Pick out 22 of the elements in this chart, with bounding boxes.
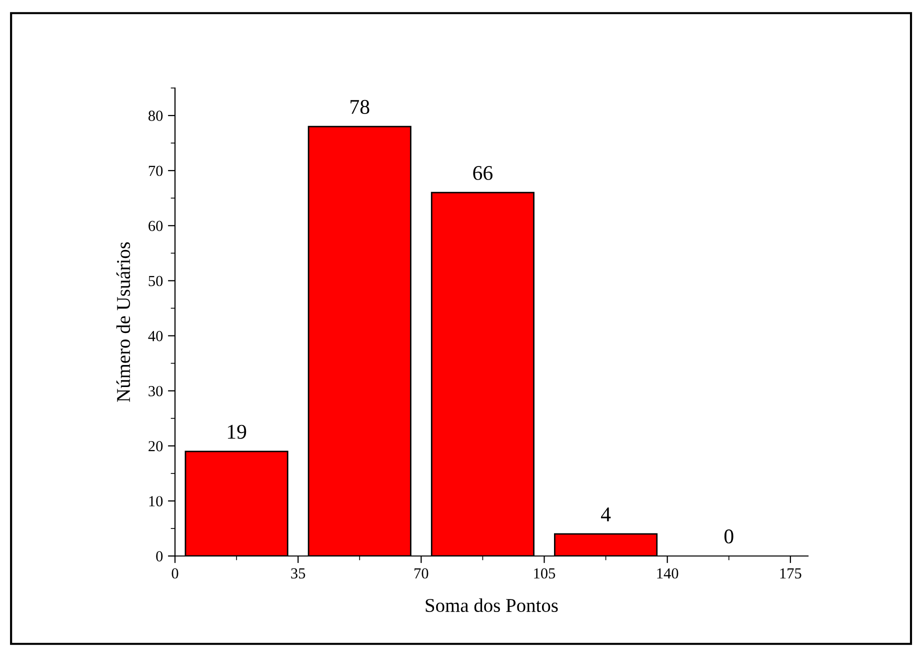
y-tick-label: 30 xyxy=(148,386,163,396)
x-tick-label: 140 xyxy=(657,568,678,579)
x-tick-label: 175 xyxy=(780,568,802,579)
x-tick-label: 0 xyxy=(172,568,178,579)
x-tick-label: 35 xyxy=(291,568,306,579)
y-tick-label: 20 xyxy=(148,441,163,452)
x-tick-label: 70 xyxy=(414,568,428,579)
data-label: 0 xyxy=(724,529,734,544)
data-label: 78 xyxy=(350,100,370,114)
y-tick-label: 10 xyxy=(149,496,163,506)
y-axis-title: Número de Usuários xyxy=(116,242,130,402)
y-tick-label: 80 xyxy=(148,110,163,121)
y-tick-label: 40 xyxy=(148,330,163,342)
data-label: 4 xyxy=(600,507,611,522)
y-tick-label: 70 xyxy=(148,166,163,176)
data-label: 66 xyxy=(473,166,493,180)
x-axis-title: Soma dos Pontos xyxy=(426,598,558,612)
x-tick-label: 105 xyxy=(534,568,556,579)
y-tick-label: 60 xyxy=(148,220,163,232)
y-tick-label: 50 xyxy=(148,276,163,286)
data-label: 19 xyxy=(228,424,246,439)
y-tick-label: 0 xyxy=(156,551,163,562)
